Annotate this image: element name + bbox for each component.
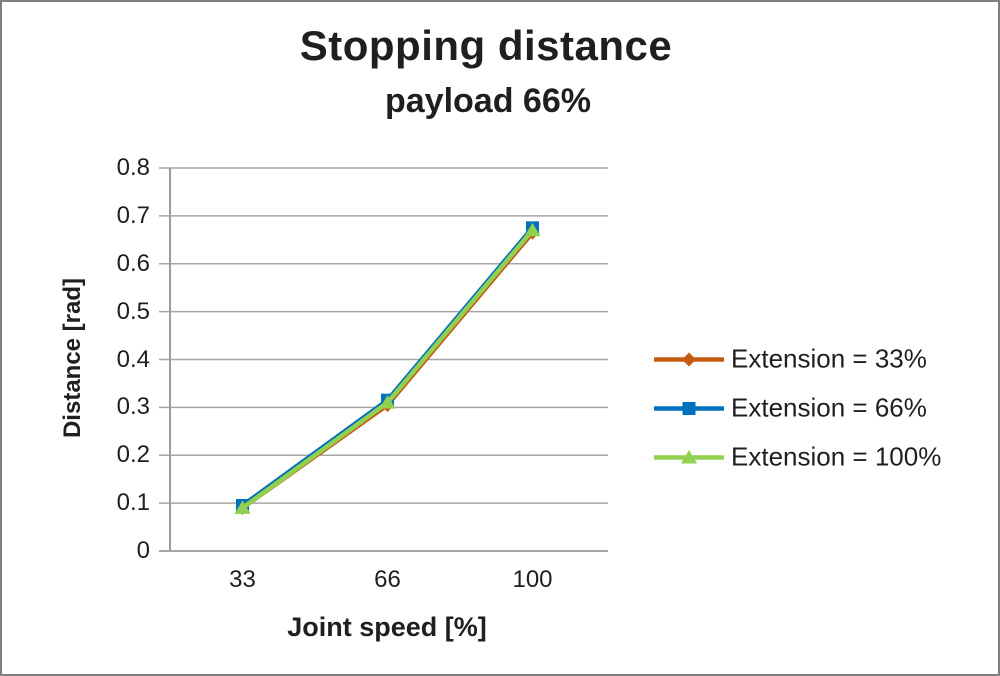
legend-marker-square-icon: [654, 401, 724, 415]
legend-item: Extension = 33%: [654, 344, 927, 375]
x-tick-label: 100: [512, 566, 553, 593]
x-tick-label: 33: [229, 566, 256, 593]
chart-subtitle: payload 66%: [385, 82, 591, 120]
legend-marker-diamond-icon: [654, 352, 724, 366]
y-tick-label: 0.3: [116, 393, 150, 421]
y-tick-label: 0: [136, 537, 150, 564]
y-tick-label: 0.8: [116, 154, 150, 181]
legend-marker-square-icon: [682, 401, 696, 415]
legend-label: Extension = 100%: [731, 441, 942, 472]
legend-item: Extension = 66%: [654, 393, 927, 424]
y-axis-title: Distance [rad]: [59, 277, 86, 439]
legend-marker-triangle-icon: [681, 449, 697, 463]
y-tick-label: 0.5: [116, 297, 150, 325]
series-line-66pct: [240, 225, 535, 508]
x-tick-label: 66: [374, 566, 401, 593]
legend-label: Extension = 33%: [731, 343, 927, 374]
marker-triangle-icon: [234, 500, 251, 514]
legend-marker-diamond-icon: [682, 352, 696, 366]
legend-item: Extension = 100%: [654, 442, 941, 473]
chart-title: Stopping distance: [299, 22, 673, 69]
y-tick-label: 0.4: [116, 345, 150, 373]
marker-triangle-icon: [379, 395, 396, 409]
marker-triangle-icon: [524, 222, 541, 237]
legend-label: Extension = 66%: [731, 392, 927, 423]
y-tick-label: 0.2: [116, 441, 150, 469]
x-axis-title: Joint speed [%]: [287, 612, 487, 642]
y-tick-label: 0.1: [116, 489, 150, 517]
y-tick-label: 0.7: [116, 201, 150, 229]
series-line-100pct: [240, 227, 535, 511]
y-tick-label: 0.6: [116, 249, 150, 277]
series-line-33pct: [240, 230, 535, 511]
legend-marker-triangle-icon: [654, 449, 724, 463]
